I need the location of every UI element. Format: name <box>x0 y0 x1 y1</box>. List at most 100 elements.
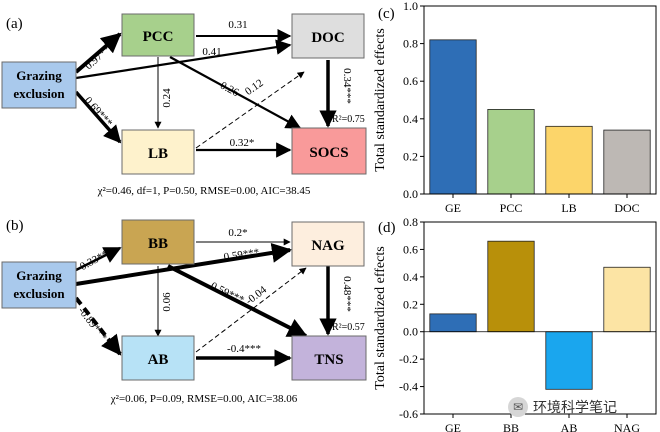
bar-pcc <box>487 109 535 195</box>
bar-bb <box>487 240 535 333</box>
path-ge-doc <box>75 39 292 80</box>
node-pcc <box>121 13 195 57</box>
node-grazing-line1-a: Grazing <box>16 68 62 83</box>
y-tick-label-d: 0.6 <box>403 242 418 256</box>
diagram-a: (a) 0.97*** 0.69*** 0.31 0.41 0.24 0.26 … <box>1 13 367 197</box>
coef-nag-tns: 0.48*** <box>341 276 353 312</box>
x-tick-label-c: GE <box>445 201 461 212</box>
fit-stats-a: χ²=0.46, df=1, P=0.50, RMSE=0.00, AIC=38… <box>97 185 311 197</box>
watermark: ✉ 环境科学笔记 <box>508 394 658 420</box>
node-ab-label: AB <box>148 352 169 368</box>
node-grazing-line2-a: exclusion <box>13 86 65 101</box>
y-tick-label-d: 0.0 <box>403 325 418 339</box>
coef-ge-bb: 0.33*** <box>78 246 115 273</box>
y-axis-label-d: Total standardized effects <box>373 246 388 389</box>
wechat-icon: ✉ <box>508 397 528 417</box>
y-tick-label-d: 0.2 <box>403 297 418 311</box>
node-grazing-line2-b: exclusion <box>13 286 65 301</box>
x-tick-label-c: LB <box>561 201 576 212</box>
y-tick-label-d: 0.8 <box>403 215 418 229</box>
node-pcc-label: PCC <box>143 29 174 45</box>
x-tick-label-c: DOC <box>614 201 639 212</box>
y-tick-label-c: 1.0 <box>403 0 418 13</box>
x-tick-label-c: PCC <box>500 201 523 212</box>
panel-label-c: (c) <box>378 6 395 22</box>
path-ge-nag <box>75 242 292 286</box>
x-tick-label-d: GE <box>445 421 461 432</box>
node-grazing-exclusion-b <box>1 261 77 309</box>
diagram-b: (b) 0.33*** -0.89*** 0.2* 0.59*** 0.06 0… <box>1 218 367 405</box>
bar-chart-d: (d) Total standardized effects -0.6 -0.4 -0.… <box>373 215 657 432</box>
plot-frame-c <box>423 5 657 195</box>
node-socs <box>291 127 367 175</box>
bar-lb <box>545 125 593 195</box>
y-tick-label-c: 0.8 <box>403 37 418 51</box>
path-lb-doc <box>195 71 305 149</box>
plot-frame-d <box>423 221 657 415</box>
panel-label-a: (a) <box>6 16 23 32</box>
path-ge-pcc <box>74 32 122 74</box>
coef-ab-nag: -0.04 <box>243 284 269 308</box>
bar-ge <box>429 39 477 195</box>
path-ge-ab <box>74 296 122 356</box>
node-lb <box>121 129 195 175</box>
bar-nag <box>603 266 651 333</box>
y-tick-label-c: 0.0 <box>403 187 418 201</box>
coef-bb-nag: 0.2* <box>228 227 247 239</box>
y-tick-label-d: -0.6 <box>399 407 418 421</box>
coef-bb-tns: 0.59*** <box>209 280 246 306</box>
node-socs-label: SOCS <box>309 145 348 161</box>
node-nag-label: NAG <box>311 238 345 254</box>
node-doc <box>291 13 365 59</box>
coef-ge-doc: 0.41 <box>202 46 221 58</box>
coef-lb-doc: 0.12 <box>243 77 266 98</box>
node-bb-label: BB <box>148 236 168 252</box>
path-ge-bb <box>75 246 122 272</box>
node-doc-label: DOC <box>311 30 344 46</box>
coef-ab-tns: -0.4*** <box>227 343 261 355</box>
x-tick-label-d: BB <box>503 421 519 432</box>
y-tick-label-d: -0.4 <box>399 380 418 394</box>
node-grazing-exclusion-a <box>1 61 77 109</box>
fit-stats-b: χ²=0.06, P=0.09, RMSE=0.00, AIC=38.06 <box>110 393 298 405</box>
node-ab <box>121 335 195 381</box>
coef-ge-lb: 0.69*** <box>82 95 115 130</box>
coef-pcc-lb: 0.24 <box>161 88 173 108</box>
r2-socs: R²=0.75 <box>332 114 365 125</box>
path-ge-lb <box>74 90 122 144</box>
node-tns <box>291 335 367 381</box>
node-tns-label: TNS <box>314 352 343 368</box>
bar-ge <box>429 313 477 333</box>
coef-lb-socs: 0.32* <box>230 137 255 149</box>
panel-label-b: (b) <box>6 218 24 234</box>
path-diagrams: (a) 0.97*** 0.69*** 0.31 0.41 0.24 0.26 … <box>1 13 367 405</box>
x-tick-label-d: AB <box>561 421 578 432</box>
bar-ab <box>545 331 593 390</box>
path-bb-tns <box>167 264 308 338</box>
y-tick-label-d: -0.2 <box>399 352 418 366</box>
watermark-text: 环境科学笔记 <box>533 400 617 416</box>
coef-pcc-doc: 0.31 <box>228 19 247 31</box>
path-ab-nag <box>195 267 307 353</box>
y-tick-label-c: 0.4 <box>403 112 418 126</box>
panel-label-d: (d) <box>378 220 396 236</box>
y-tick-label-d: 0.4 <box>403 270 418 284</box>
coef-bb-ab: 0.06 <box>161 292 173 312</box>
coef-ge-ab: -0.89*** <box>76 305 110 343</box>
bar-doc <box>603 129 651 195</box>
r2-tns: R²=0.57 <box>332 322 365 333</box>
y-axis-label-c: Total standardized effects <box>373 28 388 171</box>
node-bb <box>121 219 195 265</box>
y-tick-label-c: 0.6 <box>403 74 418 88</box>
bar-chart-c: (c) Total standardized effects 0.0 0.2 0.4 0.… <box>373 0 657 212</box>
coef-doc-socs: 0.34*** <box>341 68 353 104</box>
y-tick-label-c: 0.2 <box>403 149 418 163</box>
coef-ge-pcc: 0.97*** <box>83 39 118 72</box>
coef-ge-nag: 0.59*** <box>223 247 260 264</box>
x-tick-label-d: NAG <box>614 421 640 432</box>
path-pcc-socs <box>169 56 302 129</box>
node-lb-label: LB <box>148 146 168 162</box>
node-nag <box>291 221 365 267</box>
node-grazing-line1-b: Grazing <box>16 268 62 283</box>
coef-pcc-socs: 0.26 <box>218 80 241 100</box>
